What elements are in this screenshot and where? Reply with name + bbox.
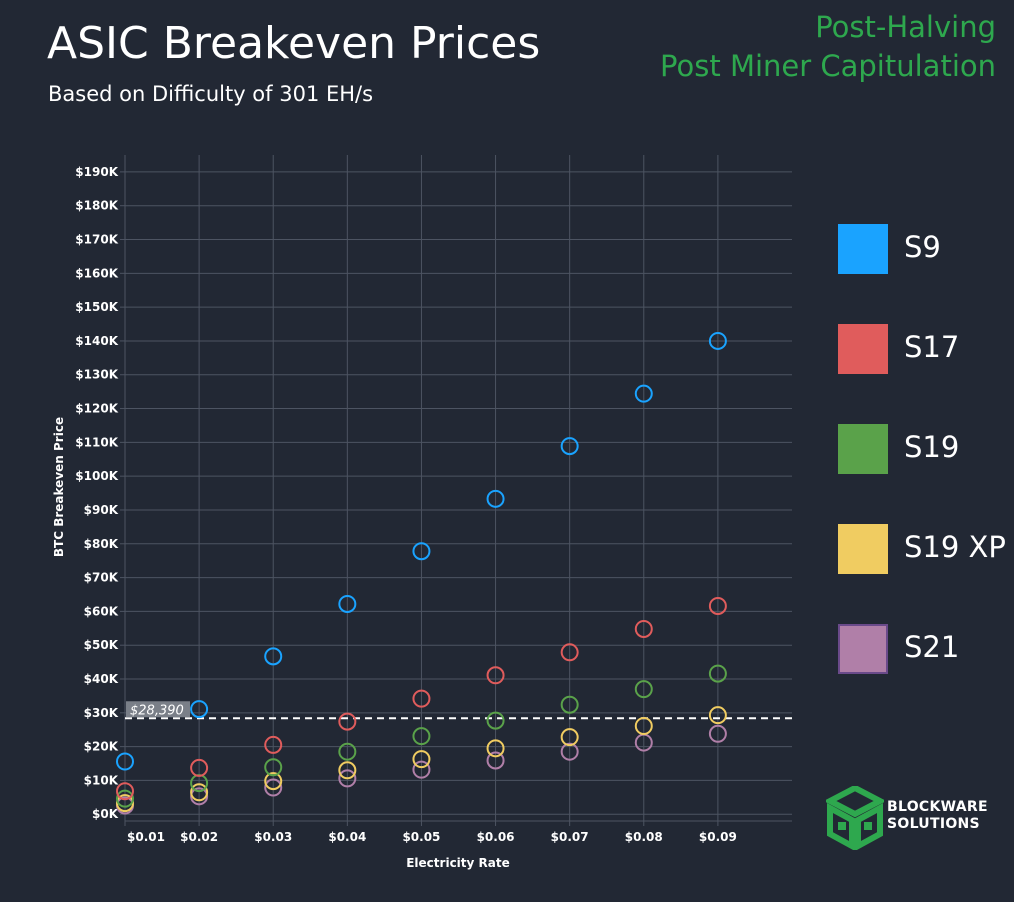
y-tick-label: $170K bbox=[75, 233, 118, 247]
legend-swatch bbox=[838, 224, 888, 274]
y-tick-label: $150K bbox=[75, 300, 118, 314]
point-s9 bbox=[412, 542, 431, 561]
y-tick-label: $50K bbox=[84, 638, 119, 652]
point-s9 bbox=[486, 489, 505, 508]
point-s17 bbox=[264, 735, 283, 754]
blockware-cube-icon bbox=[826, 786, 884, 850]
tag-post-halving: Post-Halving bbox=[815, 10, 996, 44]
blockware-logo: BLOCKWARE SOLUTIONS bbox=[826, 786, 988, 850]
point-s19-xp bbox=[560, 728, 579, 747]
point-s17 bbox=[338, 712, 357, 731]
y-tick-label: $80K bbox=[84, 537, 119, 551]
y-tick-label: $110K bbox=[75, 435, 118, 449]
point-s21 bbox=[264, 778, 283, 797]
x-tick-label: $0.07 bbox=[551, 830, 589, 844]
legend-swatch bbox=[838, 524, 888, 574]
point-s9 bbox=[190, 700, 209, 719]
legend-item: S21 bbox=[838, 624, 1014, 676]
y-tick-label: $10K bbox=[84, 773, 119, 787]
logo-line1: BLOCKWARE bbox=[887, 799, 988, 815]
point-s19 bbox=[486, 711, 505, 730]
y-tick-label: $40K bbox=[84, 672, 119, 686]
point-s19 bbox=[634, 680, 653, 699]
y-axis-label: BTC Breakeven Price bbox=[52, 417, 66, 557]
point-s17 bbox=[708, 596, 727, 615]
point-s17 bbox=[190, 758, 209, 777]
logo-line2: SOLUTIONS bbox=[887, 816, 980, 832]
point-s9 bbox=[116, 752, 134, 771]
legend-label: S9 bbox=[904, 230, 941, 264]
point-s19-xp bbox=[486, 739, 505, 758]
point-s9 bbox=[560, 437, 579, 456]
point-s21 bbox=[560, 742, 579, 761]
legend-item: S9 bbox=[838, 224, 1014, 276]
point-s19 bbox=[412, 727, 431, 746]
y-tick-label: $0K bbox=[92, 807, 119, 821]
x-tick-label: $0.06 bbox=[477, 830, 515, 844]
point-s21 bbox=[486, 751, 505, 770]
point-s17 bbox=[412, 689, 431, 708]
tag-post-capitulation: Post Miner Capitulation bbox=[660, 49, 996, 83]
legend-swatch bbox=[838, 324, 888, 374]
reference-label: $28,390 bbox=[130, 703, 184, 718]
point-s19 bbox=[116, 789, 134, 808]
legend-label: S17 bbox=[904, 330, 960, 364]
y-tick-label: $60K bbox=[84, 604, 119, 618]
point-s21 bbox=[708, 724, 727, 743]
point-s19 bbox=[338, 742, 357, 761]
y-tick-label: $20K bbox=[84, 740, 119, 754]
legend-label: S19 bbox=[904, 430, 960, 464]
legend-label: S21 bbox=[904, 630, 960, 664]
point-s19-xp bbox=[634, 717, 653, 736]
y-tick-label: $100K bbox=[75, 469, 118, 483]
point-s17 bbox=[116, 782, 134, 801]
point-s21 bbox=[338, 769, 357, 788]
point-s19 bbox=[560, 695, 579, 714]
point-s19-xp bbox=[264, 772, 283, 791]
y-tick-label: $30K bbox=[84, 706, 119, 720]
point-s9 bbox=[338, 594, 357, 613]
point-s17 bbox=[560, 643, 579, 662]
legend-item: S19 bbox=[838, 424, 1014, 476]
y-tick-label: $130K bbox=[75, 368, 118, 382]
x-tick-label: $0.01 bbox=[127, 830, 165, 844]
y-tick-label: $180K bbox=[75, 199, 118, 213]
point-s9 bbox=[708, 331, 727, 350]
point-s19 bbox=[708, 664, 727, 683]
point-s9 bbox=[264, 647, 283, 666]
y-tick-label: $140K bbox=[75, 334, 118, 348]
legend-item: S17 bbox=[838, 324, 1014, 376]
y-tick-label: $90K bbox=[84, 503, 119, 517]
y-tick-label: $120K bbox=[75, 402, 118, 416]
x-tick-label: $0.02 bbox=[180, 830, 218, 844]
y-tick-label: $190K bbox=[75, 165, 118, 179]
x-axis-label: Electricity Rate bbox=[406, 856, 510, 870]
point-s19-xp bbox=[708, 706, 727, 725]
legend-label: S19 XP bbox=[904, 530, 1006, 564]
point-s17 bbox=[634, 619, 653, 638]
legend-swatch bbox=[838, 424, 888, 474]
point-s9 bbox=[634, 384, 653, 403]
point-s19-xp bbox=[412, 750, 431, 769]
legend-item: S19 XP bbox=[838, 524, 1014, 576]
x-tick-label: $0.03 bbox=[254, 830, 292, 844]
reference-label-bg bbox=[126, 701, 190, 718]
point-s19-xp bbox=[190, 783, 209, 802]
x-tick-label: $0.05 bbox=[402, 830, 440, 844]
point-s17 bbox=[486, 666, 505, 685]
x-tick-label: $0.08 bbox=[625, 830, 663, 844]
point-s19-xp bbox=[338, 761, 357, 780]
point-s21 bbox=[412, 760, 431, 779]
point-s19 bbox=[264, 758, 283, 777]
page-subtitle: Based on Difficulty of 301 EH/s bbox=[48, 82, 374, 106]
legend-swatch bbox=[838, 624, 888, 674]
y-tick-label: $160K bbox=[75, 266, 118, 280]
y-tick-label: $70K bbox=[84, 571, 119, 585]
x-tick-label: $0.04 bbox=[328, 830, 366, 844]
point-s19-xp bbox=[116, 794, 134, 813]
page-title: ASIC Breakeven Prices bbox=[47, 18, 541, 69]
x-tick-label: $0.09 bbox=[699, 830, 737, 844]
